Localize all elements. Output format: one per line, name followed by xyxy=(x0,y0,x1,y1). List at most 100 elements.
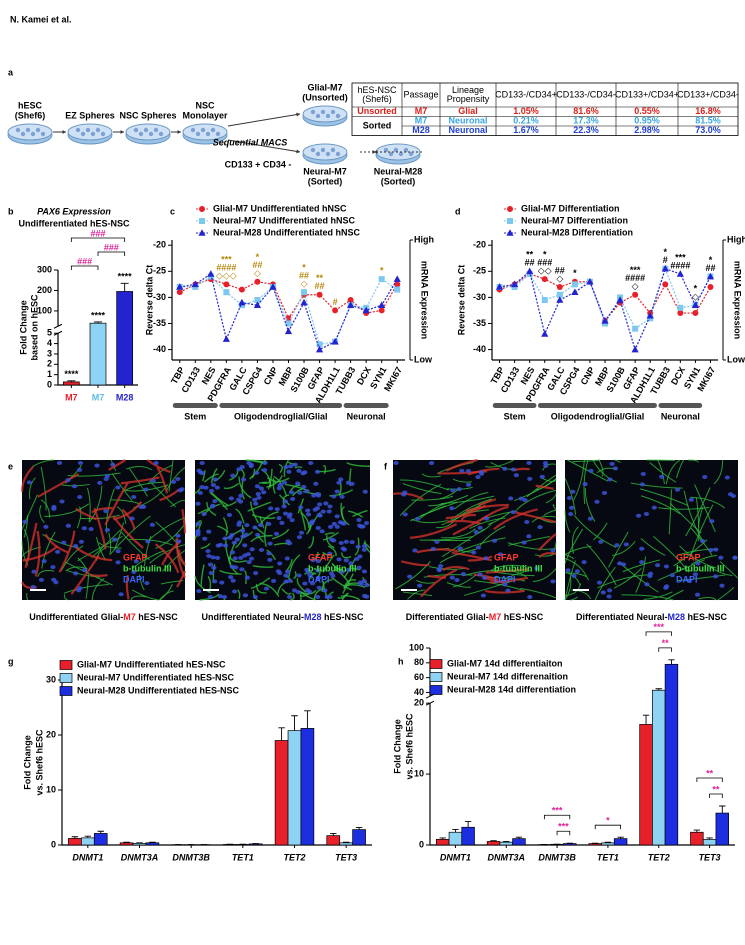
nucleus xyxy=(283,573,289,578)
nucleus xyxy=(334,489,340,494)
filament xyxy=(125,574,130,600)
point xyxy=(378,276,385,283)
nucleus xyxy=(566,495,573,500)
legend-label: Neural-M28 Differentiation xyxy=(521,227,633,237)
nucleus xyxy=(334,514,340,519)
y-tick-label: 0 xyxy=(419,839,424,849)
table-border xyxy=(351,82,739,136)
nucleus xyxy=(263,586,270,591)
filament xyxy=(694,484,716,532)
nucleus xyxy=(581,560,587,565)
group-label: Oligodendroglial/Glial xyxy=(234,411,328,421)
nucleus xyxy=(669,573,675,578)
filament xyxy=(67,472,121,477)
table-cell: M7 xyxy=(415,116,428,126)
filament xyxy=(252,589,258,601)
error-bar xyxy=(291,715,298,731)
point xyxy=(191,280,199,288)
point xyxy=(269,283,277,290)
cell-cluster xyxy=(325,151,331,157)
point xyxy=(541,276,548,283)
filament xyxy=(584,487,596,522)
y-axis-label: vs. Shef6 hESC xyxy=(404,713,414,780)
caption-part: hES-NSC xyxy=(322,612,365,622)
nucleus xyxy=(238,493,244,498)
nucleus xyxy=(355,544,361,549)
filament xyxy=(299,506,306,531)
point xyxy=(661,264,669,272)
legend-label: Neural-M7 Undifferentiated hES-NSC xyxy=(77,672,235,682)
significance: ** xyxy=(316,273,324,283)
x-tick-label: TET3 xyxy=(335,852,357,862)
nucleus xyxy=(309,581,316,586)
nucleus xyxy=(258,523,264,528)
point xyxy=(378,301,386,309)
filament xyxy=(132,549,165,569)
table-cell: 0.55% xyxy=(634,106,660,116)
nucleus xyxy=(526,534,532,539)
table-cell: 17.3% xyxy=(573,116,599,126)
dish-top xyxy=(67,123,113,141)
nucleus xyxy=(339,494,345,499)
filament xyxy=(698,506,704,528)
nucleus xyxy=(315,595,321,599)
nucleus xyxy=(539,474,545,479)
filament xyxy=(597,574,650,589)
nucleus xyxy=(298,530,305,535)
nucleus xyxy=(607,588,613,593)
panel-label: h xyxy=(398,656,404,666)
nucleus xyxy=(346,567,352,572)
nucleus xyxy=(262,461,268,465)
nucleus xyxy=(609,461,615,466)
filament xyxy=(532,568,557,583)
nucleus xyxy=(607,477,613,482)
nucleus xyxy=(131,495,137,500)
bar xyxy=(119,842,134,846)
filament xyxy=(478,498,497,507)
legend-label: Glial-M7 14d differentiaiton xyxy=(447,658,563,668)
nucleus xyxy=(206,554,212,559)
nucleus xyxy=(465,482,472,487)
legend-swatch xyxy=(429,685,443,695)
point xyxy=(526,267,534,275)
table-group: Unsorted xyxy=(357,106,397,116)
nucleus xyxy=(239,567,245,572)
nucleus xyxy=(219,580,225,585)
cell-cluster xyxy=(148,131,154,137)
arrow xyxy=(227,139,301,153)
nucleus xyxy=(300,471,306,476)
nucleus xyxy=(226,512,233,517)
filament xyxy=(520,587,557,599)
nucleus xyxy=(150,478,156,483)
nucleus xyxy=(317,513,323,518)
filament xyxy=(23,515,29,538)
nucleus xyxy=(640,471,646,476)
nucleus xyxy=(30,584,36,589)
y-tick-label: 30 xyxy=(46,674,56,684)
bar xyxy=(702,838,717,846)
nucleus xyxy=(526,461,532,465)
stain-label: b-tubulin III xyxy=(123,563,172,573)
cell-cluster xyxy=(408,151,414,157)
filament xyxy=(515,511,557,524)
nucleus xyxy=(232,589,238,594)
nucleus xyxy=(277,482,283,487)
x-tick-label: TET2 xyxy=(648,852,670,862)
nucleus xyxy=(606,594,612,599)
filament xyxy=(296,577,307,593)
nucleus xyxy=(244,575,251,580)
y-tick-label: 1 xyxy=(47,369,52,379)
nucleus xyxy=(513,473,519,478)
point xyxy=(646,311,654,319)
filament xyxy=(123,484,168,492)
error-bar xyxy=(464,821,472,828)
panel-label: d xyxy=(455,206,461,216)
error-bar xyxy=(655,688,662,691)
filament xyxy=(197,503,221,515)
nucleus xyxy=(326,509,332,514)
table-group: Sorted xyxy=(363,120,392,130)
group-label: Oligodendroglial/Glial xyxy=(551,411,645,421)
nucleus xyxy=(316,585,322,590)
error-bar xyxy=(515,836,523,839)
point xyxy=(632,291,639,298)
